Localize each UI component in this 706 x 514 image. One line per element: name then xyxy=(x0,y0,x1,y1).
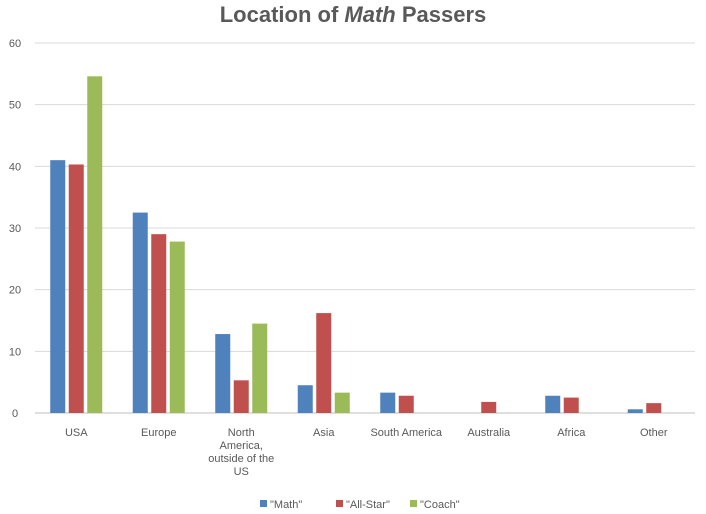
legend-label: "Coach" xyxy=(420,499,460,511)
bar xyxy=(132,212,148,413)
bar xyxy=(545,395,561,413)
chart-title: Location of Math Passers xyxy=(0,2,706,28)
bar xyxy=(334,392,350,413)
bar xyxy=(169,241,185,413)
title-part-2: Math xyxy=(344,2,396,27)
legend-swatch xyxy=(260,500,267,507)
x-tick-label: North xyxy=(228,427,255,439)
bar xyxy=(68,164,84,413)
x-tick-label: Asia xyxy=(313,427,335,439)
legend-label: "All-Star" xyxy=(346,499,390,511)
y-tick-label: 60 xyxy=(9,38,21,50)
x-tick-label: Europe xyxy=(141,427,176,439)
bar xyxy=(87,76,103,414)
bar xyxy=(252,323,268,413)
y-tick-label: 10 xyxy=(9,346,21,358)
y-tick-label: 50 xyxy=(9,100,21,112)
x-tick-label: Australia xyxy=(467,427,511,439)
y-tick-label: 20 xyxy=(9,285,21,297)
title-part-1: Location of xyxy=(219,2,345,27)
x-tick-label: outside of the xyxy=(208,453,274,465)
title-part-3: Passers xyxy=(395,2,487,27)
bar xyxy=(215,334,231,413)
bar xyxy=(380,392,396,413)
bar xyxy=(481,401,497,413)
y-tick-label: 30 xyxy=(9,223,21,235)
bar xyxy=(297,385,313,413)
y-tick-label: 0 xyxy=(12,408,18,420)
legend-label: "Math" xyxy=(270,499,302,511)
x-tick-label: USA xyxy=(65,427,88,439)
x-tick-label: South America xyxy=(370,427,442,439)
bar xyxy=(627,409,643,413)
bar xyxy=(646,403,662,413)
legend-swatch xyxy=(410,500,417,507)
legend-swatch xyxy=(336,500,343,507)
x-tick-label: Other xyxy=(640,427,668,439)
bar xyxy=(563,397,579,413)
x-tick-label: US xyxy=(234,466,249,478)
y-tick-label: 40 xyxy=(9,161,21,173)
bar xyxy=(50,160,66,413)
bar xyxy=(233,380,249,413)
x-tick-label: America, xyxy=(220,440,263,452)
x-tick-label: Africa xyxy=(557,427,586,439)
bar xyxy=(151,234,167,413)
bar xyxy=(398,395,414,413)
bar xyxy=(316,313,332,413)
